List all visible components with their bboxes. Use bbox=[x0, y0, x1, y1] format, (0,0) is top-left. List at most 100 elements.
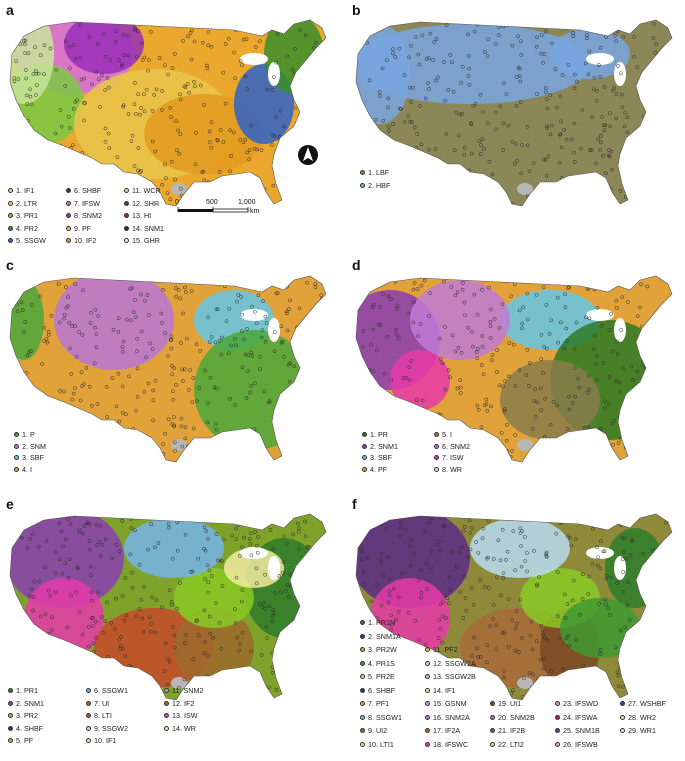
legend-item: 13. ISW bbox=[164, 711, 198, 720]
legend-label: 12. SSGW2A bbox=[433, 658, 476, 668]
legend-label: 15. GSNM bbox=[433, 699, 467, 708]
legend-item: 12. SSGW2A bbox=[425, 659, 476, 668]
legend-item: 29. WR1 bbox=[620, 726, 656, 735]
legend-item: 27. WSHBF bbox=[620, 699, 666, 708]
legend-swatch bbox=[555, 728, 560, 733]
legend-swatch bbox=[425, 714, 430, 720]
legend-item: 11. WCR bbox=[124, 186, 161, 195]
legend-swatch bbox=[360, 701, 365, 706]
legend-item: 14. IF1 bbox=[425, 686, 455, 695]
legend-item: 3. SBF bbox=[362, 453, 392, 462]
legend-item: 1. PR bbox=[362, 430, 388, 439]
legend-item: 10. IF1 bbox=[86, 736, 116, 745]
legend-label: 2. SNM1 bbox=[16, 698, 44, 708]
legend-label: 4. PR1S bbox=[368, 658, 395, 668]
legend-item: 8. WR bbox=[434, 465, 462, 474]
legend-label: 29. WR1 bbox=[628, 726, 656, 735]
legend-label: 4. SHBF bbox=[16, 723, 44, 733]
legend-swatch bbox=[8, 225, 13, 231]
panel-label-e: e bbox=[6, 496, 14, 512]
legend-swatch bbox=[425, 701, 430, 706]
legend-item: 2. HBF bbox=[360, 181, 390, 190]
legend-label: 18. IFSWC bbox=[433, 739, 469, 749]
legend-label: 9. SSGW2 bbox=[94, 723, 128, 733]
legend-label: 23. IFSWD bbox=[563, 699, 599, 708]
scale-unit: km bbox=[250, 208, 260, 215]
legend-item: 20. SNM2B bbox=[490, 713, 535, 722]
legend-item: 6. SHBF bbox=[360, 686, 395, 695]
legend-swatch bbox=[362, 432, 367, 437]
legend-swatch bbox=[124, 213, 129, 218]
legend-item: 22. LTI2 bbox=[490, 740, 524, 749]
legend-label: 24. IFSWA bbox=[563, 712, 598, 722]
legend-swatch bbox=[490, 714, 495, 720]
legend-label: 11. WCR bbox=[132, 186, 161, 195]
legend-item: 4. PR2 bbox=[8, 224, 38, 233]
map-c bbox=[9, 275, 327, 463]
legend-item: 8. SNM2 bbox=[66, 211, 102, 220]
legend-item: 15. GHR bbox=[124, 236, 160, 245]
legend-swatch bbox=[362, 466, 367, 472]
legend-label: 9. PF bbox=[74, 223, 92, 233]
legend-label: 8. SSGW1 bbox=[368, 712, 402, 722]
legend-label: 8. LTI bbox=[94, 711, 112, 720]
legend-item: 1. PR1N bbox=[360, 618, 395, 627]
legend-label: 8. WR bbox=[442, 464, 462, 474]
legend-item: 9. PF bbox=[66, 224, 91, 233]
legend-c: 1. P 2. SNM 3. SBF 4. I bbox=[14, 430, 94, 480]
legend-item: 17. IF2A bbox=[425, 726, 460, 735]
legend-item: 1. LBF bbox=[360, 168, 389, 177]
legend-label: 7. IFSW bbox=[74, 198, 100, 208]
legend-label: 3. PR1 bbox=[16, 211, 38, 220]
legend-swatch bbox=[86, 688, 91, 693]
legend-swatch bbox=[8, 188, 13, 193]
legend-swatch bbox=[14, 443, 19, 449]
map-d bbox=[355, 275, 673, 463]
legend-swatch bbox=[434, 466, 439, 472]
legend-item: 18. IFSWC bbox=[425, 740, 468, 749]
legend-item: 3. SBF bbox=[14, 453, 44, 462]
legend-swatch bbox=[490, 741, 495, 747]
legend-item: 4. PR1S bbox=[360, 659, 395, 668]
legend-swatch bbox=[425, 660, 430, 666]
legend-item: 2. LTR bbox=[8, 199, 37, 208]
legend-swatch bbox=[490, 728, 495, 733]
legend-swatch bbox=[434, 443, 439, 449]
legend-swatch bbox=[425, 674, 430, 679]
legend-label: 13. SSGW2B bbox=[433, 672, 476, 681]
legend-swatch bbox=[360, 741, 365, 747]
legend-item: 3. PR2W bbox=[360, 645, 397, 654]
legend-item: 11. PF2 bbox=[425, 645, 458, 654]
legend-label: 20. SNM2B bbox=[498, 712, 535, 722]
legend-item: 26. IFSWB bbox=[555, 740, 598, 749]
legend-swatch bbox=[14, 432, 19, 437]
scale-label-0: 0 bbox=[175, 199, 179, 206]
legend-label: 14. WR bbox=[172, 723, 196, 733]
legend-swatch bbox=[8, 738, 13, 743]
legend-label: 1. PR1N bbox=[368, 618, 396, 627]
legend-item: 3. PR2 bbox=[8, 711, 38, 720]
legend-label: 11. SNM2 bbox=[172, 686, 204, 695]
legend-swatch bbox=[8, 238, 13, 243]
legend-label: 22. LTI2 bbox=[498, 739, 524, 749]
legend-item: 28. WR2 bbox=[620, 713, 656, 722]
legend-item: 2. SNM bbox=[14, 442, 46, 451]
legend-label: 3. SBF bbox=[370, 453, 392, 462]
legend-a: 1. IF1 2. LTR 3. PR1 4. PR2 5. SSGW 6. SHBF 7.… bbox=[8, 186, 178, 252]
legend-swatch bbox=[360, 182, 365, 188]
legend-swatch bbox=[66, 238, 71, 243]
legend-swatch bbox=[8, 725, 13, 731]
legend-swatch bbox=[555, 741, 560, 747]
legend-item: 16. SNM2A bbox=[425, 713, 470, 722]
legend-swatch bbox=[360, 647, 365, 652]
legend-label: 13. HI bbox=[132, 211, 152, 220]
legend-label: 28. WR2 bbox=[628, 712, 656, 722]
legend-item: 6. SSGW1 bbox=[86, 686, 128, 695]
legend-item: 7. UI bbox=[86, 699, 109, 708]
legend-label: 7. UI bbox=[94, 698, 110, 708]
legend-label: 2. LTR bbox=[16, 198, 38, 208]
legend-label: 4. I bbox=[22, 464, 32, 474]
legend-item: 15. GSNM bbox=[425, 699, 467, 708]
legend-item: 3. PR1 bbox=[8, 211, 38, 220]
legend-label: 12. IF2 bbox=[172, 698, 195, 708]
